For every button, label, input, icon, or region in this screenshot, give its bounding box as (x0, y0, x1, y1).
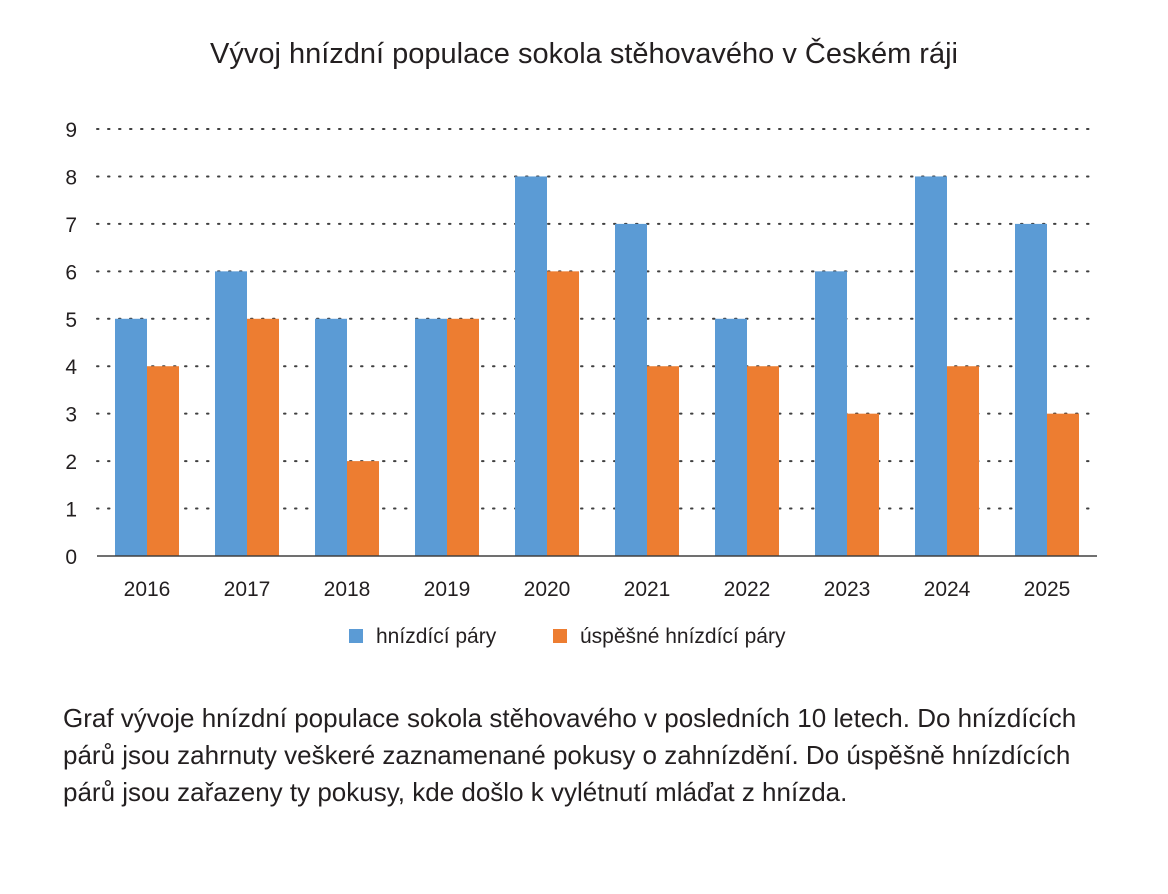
bar-nesting-pairs-2024 (915, 176, 947, 556)
x-tick-label: 2021 (624, 578, 671, 601)
bar-nesting-pairs-2020 (515, 176, 547, 556)
bar-nesting-pairs-2016 (115, 318, 147, 556)
bar-successful-pairs-2016 (147, 366, 179, 556)
bar-successful-pairs-2017 (247, 318, 279, 556)
y-tick-label: 6 (65, 261, 77, 284)
bar-successful-pairs-2018 (347, 461, 379, 556)
y-tick-label: 2 (65, 451, 77, 474)
bar-nesting-pairs-2021 (615, 223, 647, 556)
x-tick-label: 2019 (424, 578, 471, 601)
y-tick-label: 5 (65, 309, 77, 332)
bar-successful-pairs-2020 (547, 271, 579, 556)
bar-nesting-pairs-2025 (1015, 223, 1047, 556)
figure-caption: Graf vývoje hnízdní populace sokola stěh… (63, 703, 1077, 807)
bar-nesting-pairs-2022 (715, 318, 747, 556)
chart-title: Vývoj hnízdní populace sokola stěhovavéh… (210, 38, 958, 70)
bar-successful-pairs-2022 (747, 366, 779, 556)
x-tick-label: 2022 (724, 578, 771, 601)
y-tick-label: 7 (65, 214, 77, 237)
legend-label: úspěšné hnízdící páry (580, 625, 786, 648)
y-tick-label: 3 (65, 404, 77, 427)
x-tick-label: 2017 (224, 578, 271, 601)
legend: hnízdící páry úspěšné hnízdící páry (349, 625, 786, 648)
x-tick-label: 2024 (924, 578, 971, 601)
bar-successful-pairs-2021 (647, 366, 679, 556)
bar-successful-pairs-2025 (1047, 413, 1079, 556)
bar-nesting-pairs-2023 (815, 271, 847, 556)
bar-nesting-pairs-2017 (215, 271, 247, 556)
legend-swatch (553, 629, 567, 643)
x-tick-label: 2025 (1024, 578, 1071, 601)
x-tick-label: 2018 (324, 578, 371, 601)
x-axis-tick-labels: 2016 2017 2018 2019 2020 2021 2022 2023 2024 2025 (124, 578, 1071, 601)
x-tick-label: 2016 (124, 578, 171, 601)
y-tick-label: 1 (65, 499, 77, 522)
y-tick-label: 8 (65, 166, 77, 189)
bar-nesting-pairs-2018 (315, 318, 347, 556)
y-axis-tick-labels: 0 1 2 3 4 5 6 7 8 9 (65, 119, 77, 569)
bar-successful-pairs-2023 (847, 413, 879, 556)
y-tick-label: 4 (65, 356, 77, 379)
bars (115, 176, 1079, 556)
x-tick-label: 2020 (524, 578, 571, 601)
bar-nesting-pairs-2019 (415, 318, 447, 556)
bar-successful-pairs-2019 (447, 318, 479, 556)
y-tick-label: 9 (65, 119, 77, 142)
legend-swatch (349, 629, 363, 643)
x-tick-label: 2023 (824, 578, 871, 601)
bar-successful-pairs-2024 (947, 366, 979, 556)
y-tick-label: 0 (65, 546, 77, 569)
legend-label: hnízdící páry (376, 625, 497, 648)
